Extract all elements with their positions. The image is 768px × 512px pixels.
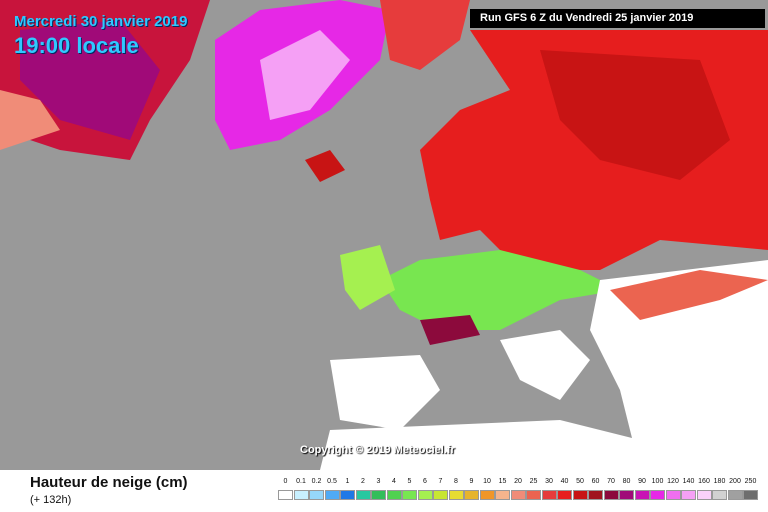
legend-swatch xyxy=(743,490,758,500)
legend-swatch xyxy=(495,490,510,500)
legend-label: 25 xyxy=(529,478,538,485)
balkans xyxy=(500,330,590,400)
legend-swatch xyxy=(526,490,541,500)
legend-swatch xyxy=(619,490,634,500)
legend-label: 3 xyxy=(376,478,381,485)
russia-deep-snow xyxy=(540,50,730,180)
legend-label: 80 xyxy=(622,478,631,485)
legend-subtitle: (+ 132h) xyxy=(30,494,72,506)
legend-label: 180 xyxy=(713,478,726,485)
legend-label: 6 xyxy=(423,478,427,485)
forecast-date: Mercredi 30 janvier 2019 xyxy=(14,13,188,30)
legend-title: Hauteur de neige (cm) xyxy=(30,474,188,491)
legend-label: 0.2 xyxy=(311,478,322,485)
legend-label: 140 xyxy=(682,478,695,485)
legend-label: 50 xyxy=(576,478,584,485)
legend-swatch xyxy=(448,490,464,500)
legend-swatch xyxy=(433,490,448,500)
legend-swatch xyxy=(712,490,727,500)
legend-label: 15 xyxy=(498,478,507,485)
legend-swatch xyxy=(557,490,572,500)
caucasus-snow xyxy=(610,270,768,320)
legend-label: 8 xyxy=(454,478,458,485)
legend-swatch xyxy=(309,490,324,500)
greenland-interior xyxy=(260,30,350,120)
legend-swatch xyxy=(727,490,743,500)
legend-label: 70 xyxy=(607,478,615,485)
forecast-time: 19:00 locale xyxy=(14,33,139,58)
legend-label: 0.1 xyxy=(296,478,306,485)
labrador-snow xyxy=(0,90,60,150)
legend-label: 7 xyxy=(438,478,443,485)
legend-swatch xyxy=(681,490,696,500)
legend-swatch xyxy=(371,490,386,500)
legend-swatch xyxy=(464,490,479,500)
legend-swatch xyxy=(572,490,588,500)
legend-label: 120 xyxy=(667,478,679,485)
legend-label: 160 xyxy=(698,478,710,485)
iceland xyxy=(305,150,345,182)
legend-swatch xyxy=(541,490,557,500)
central-europe-snow xyxy=(380,250,620,330)
legend-swatch xyxy=(417,490,433,500)
legend-label: 0 xyxy=(283,478,288,485)
legend-swatch xyxy=(696,490,712,500)
legend-label: 0.5 xyxy=(327,478,337,485)
north-africa xyxy=(320,420,640,470)
legend-swatch xyxy=(355,490,371,500)
legend-swatch xyxy=(650,490,665,500)
legend-swatch xyxy=(588,490,603,500)
legend-label: 4 xyxy=(392,478,396,485)
legend-swatch xyxy=(665,490,681,500)
legend-swatch xyxy=(340,490,355,500)
legend-label: 250 xyxy=(744,478,757,485)
map xyxy=(0,0,768,470)
run-label: Run GFS 6 Z du Vendredi 25 janvier 2019 xyxy=(470,9,765,28)
legend-swatch xyxy=(386,490,402,500)
legend-label: 90 xyxy=(638,478,646,485)
legend-swatch xyxy=(278,490,293,500)
legend-swatch xyxy=(293,490,309,500)
legend-swatch xyxy=(510,490,526,500)
legend-label: 20 xyxy=(514,478,522,485)
british-isles xyxy=(340,245,395,310)
north-america-deep-snow xyxy=(20,20,160,140)
legend-label: 10 xyxy=(483,478,491,485)
arctic-snow xyxy=(380,0,470,70)
legend-label: 2 xyxy=(361,478,365,485)
legend-swatch xyxy=(603,490,619,500)
legend-label: 40 xyxy=(560,478,569,485)
iberia xyxy=(330,355,440,430)
copyright: Copyright © 2019 Meteociel.fr xyxy=(300,444,455,456)
legend-label: 5 xyxy=(407,478,412,485)
legend-label: 60 xyxy=(591,478,600,485)
legend-swatch xyxy=(402,490,417,500)
legend-label: 1 xyxy=(345,478,350,485)
alps-snow xyxy=(420,315,480,345)
legend-label: 200 xyxy=(729,478,741,485)
legend-label: 9 xyxy=(469,478,474,485)
legend-label: 100 xyxy=(651,478,664,485)
legend-label: 30 xyxy=(545,478,553,485)
legend-swatch xyxy=(479,490,495,500)
legend-swatch xyxy=(634,490,650,500)
legend-swatch xyxy=(324,490,340,500)
